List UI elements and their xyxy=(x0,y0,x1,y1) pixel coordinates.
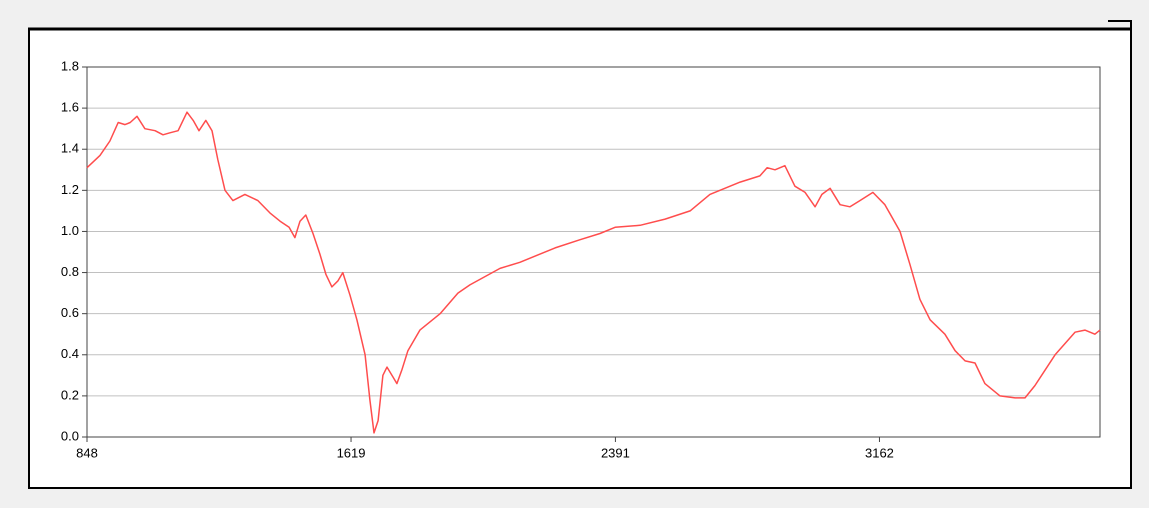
y-tick-label: 1.0 xyxy=(61,223,79,238)
data-line xyxy=(86,111,1101,434)
y-tick-label: 1.6 xyxy=(61,100,79,115)
y-tick-label: 1.4 xyxy=(61,141,79,156)
y-tick-label: 0.0 xyxy=(61,428,79,443)
y-tick-label: 0.2 xyxy=(61,387,79,402)
y-tick-label: 1.2 xyxy=(61,182,79,197)
plot-frame xyxy=(86,66,1101,438)
y-tick-label: 1.8 xyxy=(61,58,79,73)
x-tick-label: 1619 xyxy=(337,445,366,460)
panel xyxy=(28,28,1132,489)
marks xyxy=(86,111,1101,434)
grid: 0.0 0.2 0.4 0.6 0.8 1.0 1.2 1.4 1.6 1.8 848 1619 239… xyxy=(61,58,1100,460)
x-tick-label: 848 xyxy=(76,445,98,460)
x-tick-label: 2391 xyxy=(601,445,630,460)
y-tick-label: 0.6 xyxy=(61,305,79,320)
x-tick-label: 3162 xyxy=(865,445,894,460)
y-tick-label: 0.8 xyxy=(61,264,79,279)
y-tick-label: 0.4 xyxy=(61,346,79,361)
